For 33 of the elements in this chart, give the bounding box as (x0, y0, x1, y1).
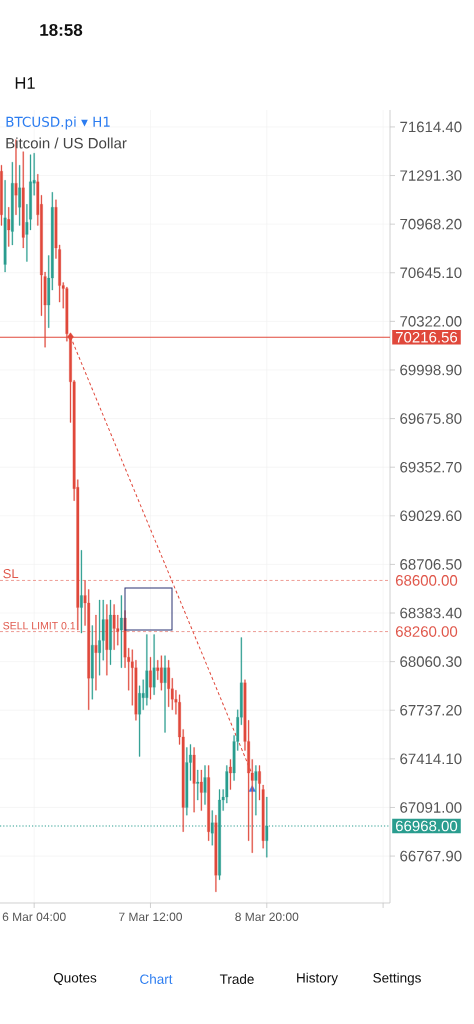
chart-title: BTCUSD.pi ▾ H1 (6, 116, 110, 130)
y-tick-label: 70322.00 (400, 316, 462, 327)
y-tick-label: 67737.20 (400, 704, 462, 716)
y-tick-label: 69352.70 (400, 461, 462, 473)
text: Trade (219, 974, 254, 984)
y-tick-label: 70968.20 (400, 218, 462, 230)
text: 70216.56 (395, 331, 458, 343)
text: H1 (15, 77, 35, 89)
x-tick-label: 6 Mar 04:00 (2, 912, 66, 922)
y-tick-label: 67091.00 (400, 802, 462, 813)
y-tick-label: 68060.30 (400, 656, 462, 667)
text: History (297, 972, 338, 986)
y-tick-label: 71614.40 (400, 121, 462, 133)
y-tick-label: 66767.90 (400, 850, 462, 862)
x-tick-label: 8 Mar 20:00 (235, 912, 299, 922)
ref-line-label: SELL LIMIT 0.1 (3, 621, 76, 630)
y-tick-label: 69675.80 (400, 413, 462, 424)
ref-line-label: SL (3, 569, 19, 579)
y-tick-label: 68383.40 (400, 607, 462, 619)
y-tick-label: 70645.10 (400, 267, 462, 279)
text: Quotes (53, 973, 97, 985)
text: 68600.00 (395, 575, 458, 586)
y-tick-label: 69029.60 (400, 510, 462, 522)
x-tick-label: 7 Mar 12:00 (119, 912, 183, 922)
y-tick-label: 67414.10 (400, 753, 462, 765)
text: Settings (373, 972, 421, 986)
text: Chart (140, 974, 173, 984)
text: 68260.00 (395, 626, 458, 637)
y-tick-label: 68706.50 (400, 559, 462, 570)
text: 66968.00 (395, 820, 458, 832)
y-tick-label: 69998.90 (400, 364, 462, 376)
y-tick-label: 71291.30 (400, 170, 462, 181)
text: 18:58 (40, 23, 83, 37)
